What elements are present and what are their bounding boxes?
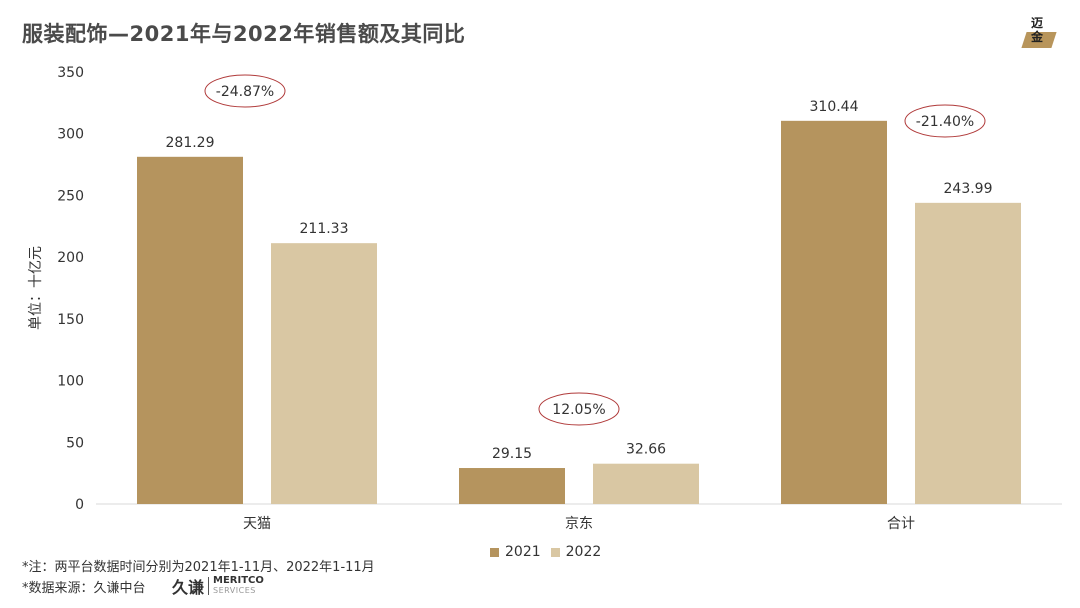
page-title: 服装配饰—2021年与2022年销售额及其同比: [22, 22, 466, 46]
logo-text: 迈金: [1030, 16, 1043, 44]
x-tick-label: 京东: [565, 516, 593, 532]
y-tick-label: 250: [57, 188, 84, 204]
bar-2021: [137, 156, 243, 504]
x-tick-label: 天猫: [243, 516, 271, 532]
legend-label: 2022: [565, 544, 602, 560]
brand-mark: 久谦 MERITCO SERVICES: [172, 574, 264, 598]
data-label: 29.15: [492, 446, 532, 462]
y-tick-label: 50: [66, 435, 84, 451]
footnote-period: *注：两平台数据时间分别为2021年1-11月、2022年1-11月: [22, 560, 375, 575]
y-axis-label: 单位：十亿元: [28, 246, 44, 330]
legend-item-2021: 2021: [490, 544, 541, 560]
y-tick-label: 150: [57, 312, 84, 328]
data-label: 32.66: [626, 442, 666, 458]
brand-cn: 久谦: [172, 578, 205, 597]
brand-en: MERITCO SERVICES: [213, 576, 264, 596]
bar-chart: 0 50 100 150 200 250 300 350 单位：十亿元 281.29 211.33 天…: [28, 65, 1062, 532]
legend-item-2022: 2022: [550, 544, 602, 560]
legend-swatch: [550, 547, 560, 557]
bar-2022: [915, 202, 1021, 505]
y-tick-label: 350: [57, 65, 84, 81]
yoy-label: 12.05%: [552, 402, 605, 418]
data-label: 281.29: [166, 135, 215, 151]
brand-en-main: MERITCO: [213, 575, 264, 586]
brand-en-sub: SERVICES: [213, 586, 256, 595]
legend-label: 2021: [505, 544, 541, 560]
chart-legend: 2021 2022: [490, 544, 611, 560]
legend-swatch: [490, 547, 499, 557]
brand-divider: [208, 577, 210, 595]
bar-2021: [781, 120, 887, 505]
yoy-label: -24.87%: [216, 84, 274, 100]
x-tick-label: 合计: [887, 516, 915, 532]
data-label: 310.44: [810, 99, 859, 115]
yoy-ellipse: [538, 392, 620, 426]
y-tick-label: 300: [57, 127, 84, 143]
brand-logo: 迈金: [1021, 14, 1058, 54]
data-label: 243.99: [944, 181, 993, 197]
yoy-ellipse: [904, 104, 986, 138]
data-label: 211.33: [300, 221, 349, 237]
bar-2022: [593, 463, 699, 504]
y-tick-label: 0: [75, 497, 84, 513]
footnote-source: *数据来源：久谦中台: [22, 581, 146, 596]
bar-2021: [459, 468, 565, 504]
yoy-label: -21.40%: [916, 114, 974, 130]
yoy-ellipse: [204, 74, 286, 108]
bar-2022: [271, 243, 377, 505]
y-tick-label: 100: [57, 374, 84, 390]
y-tick-label: 200: [57, 250, 84, 266]
